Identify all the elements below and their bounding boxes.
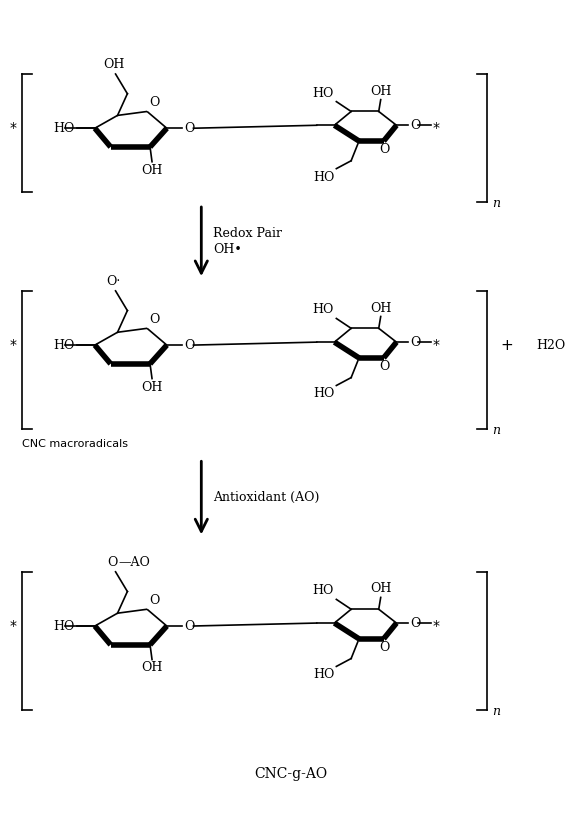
Text: OH: OH (370, 582, 391, 596)
Text: HO: HO (313, 669, 335, 681)
Text: —AO: —AO (118, 555, 150, 569)
Text: H2O: H2O (536, 339, 566, 352)
Text: O: O (410, 617, 421, 629)
Text: O: O (149, 313, 159, 326)
Text: OH: OH (141, 661, 163, 675)
Text: O: O (380, 143, 390, 156)
Text: O: O (149, 96, 159, 110)
Text: O: O (185, 122, 195, 135)
Text: HO: HO (312, 304, 333, 316)
Text: O: O (410, 119, 421, 132)
Text: HO: HO (54, 619, 75, 633)
Text: HO: HO (312, 585, 333, 597)
Text: CNC-g-AO: CNC-g-AO (254, 767, 328, 781)
Text: O: O (185, 619, 195, 633)
Text: O: O (380, 360, 390, 373)
Text: Antioxidant (AO): Antioxidant (AO) (213, 492, 319, 504)
Text: O: O (149, 594, 159, 607)
Text: OH•: OH• (213, 243, 242, 256)
Text: Redox Pair: Redox Pair (213, 227, 282, 240)
Text: *: * (433, 619, 440, 633)
Text: *: * (10, 338, 17, 352)
Text: HO: HO (54, 339, 75, 352)
Text: O: O (380, 641, 390, 654)
Text: HO: HO (313, 388, 335, 400)
Text: OH: OH (141, 381, 163, 393)
Text: +: + (500, 337, 513, 352)
Text: *: * (10, 619, 17, 633)
Text: n: n (492, 705, 500, 718)
Text: CNC macroradicals: CNC macroradicals (22, 439, 128, 449)
Text: n: n (492, 424, 500, 437)
Text: n: n (492, 197, 500, 211)
Text: O·: O· (107, 275, 121, 288)
Text: OH: OH (370, 85, 391, 97)
Text: O: O (410, 336, 421, 349)
Text: *: * (433, 121, 440, 135)
Text: *: * (433, 338, 440, 352)
Text: HO: HO (54, 122, 75, 135)
Text: O: O (185, 339, 195, 352)
Text: HO: HO (312, 86, 333, 100)
Text: OH: OH (370, 301, 391, 315)
Text: OH: OH (141, 164, 163, 177)
Text: O: O (107, 555, 118, 569)
Text: HO: HO (313, 170, 335, 184)
Text: *: * (10, 121, 17, 135)
Text: OH: OH (103, 58, 124, 71)
